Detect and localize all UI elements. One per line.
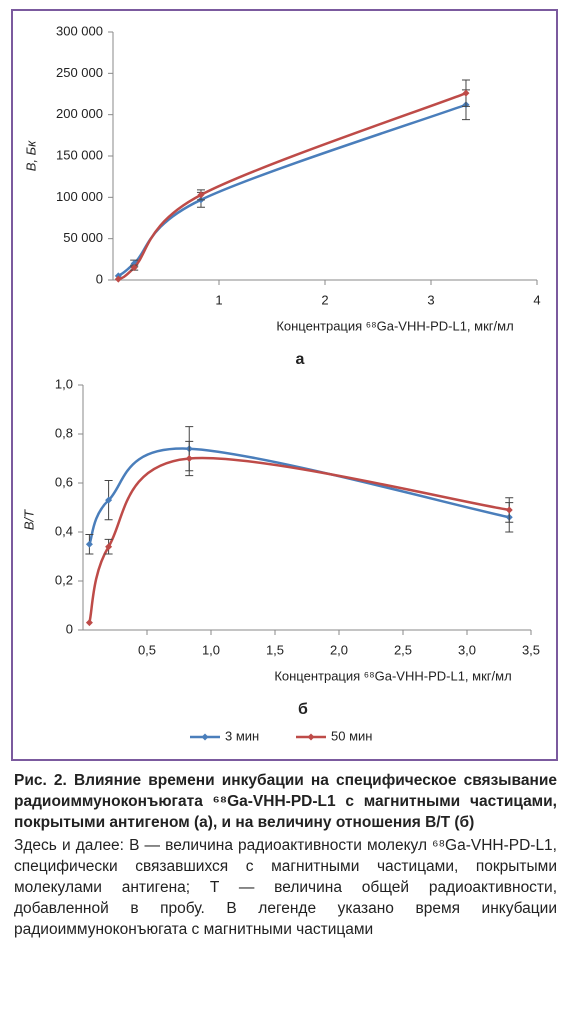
legend-marker (201, 733, 209, 741)
point (85, 540, 93, 548)
y-axis-title: B, Бк (23, 140, 38, 171)
x-tick-label: 2 (321, 292, 328, 307)
x-axis-title: Концентрация ⁶⁸Ga-VHH-PD-L1, мкг/мл (276, 318, 513, 333)
point (85, 619, 93, 627)
legend-marker (307, 733, 315, 741)
panel-label: а (296, 351, 305, 368)
series-line (88, 447, 510, 545)
panel-label: б (298, 701, 308, 718)
x-tick-label: 1 (215, 292, 222, 307)
x-tick-label: 2,0 (330, 642, 348, 657)
series-line (88, 456, 510, 623)
caption: Рис. 2. Влияние времени инкубации на спе… (14, 770, 557, 940)
y-tick-label: 250 000 (56, 65, 103, 80)
y-tick-label: 300 000 (56, 23, 103, 38)
point (505, 506, 513, 514)
figure-frame (11, 9, 558, 761)
caption-text: Здесь и далее: B — величина радиоактивно… (14, 837, 557, 938)
point (197, 191, 205, 199)
x-tick-label: 1,0 (202, 642, 220, 657)
legend-label: 3 мин (225, 728, 259, 743)
point (130, 264, 138, 272)
y-axis-title: B/T (21, 509, 36, 530)
y-tick-label: 0 (96, 271, 103, 286)
x-tick-label: 1,5 (266, 642, 284, 657)
point (114, 275, 122, 283)
point (185, 455, 193, 462)
y-tick-label: 0 (66, 621, 73, 636)
x-tick-label: 3,5 (522, 642, 540, 657)
series-line (117, 103, 467, 277)
legend-label: 50 мин (331, 728, 372, 743)
x-tick-label: 3 (427, 292, 434, 307)
caption-title: Рис. 2. Влияние времени инкубации на спе… (14, 772, 557, 831)
y-tick-label: 0,2 (55, 572, 73, 587)
x-tick-label: 0,5 (138, 642, 156, 657)
y-tick-label: 50 000 (63, 230, 103, 245)
point (105, 496, 113, 504)
y-tick-label: 0,8 (55, 425, 73, 440)
figure: 0 50 000 100 000 150 000 200 000 250 000 300 0… (11, 9, 558, 761)
x-tick-label: 2,5 (394, 642, 412, 657)
point (105, 543, 113, 551)
y-tick-label: 150 000 (56, 147, 103, 162)
y-tick-label: 200 000 (56, 106, 103, 121)
x-axis-title: Концентрация ⁶⁸Ga-VHH-PD-L1, мкг/мл (274, 668, 511, 683)
x-tick-label: 3,0 (458, 642, 476, 657)
series-line (117, 92, 467, 281)
y-tick-label: 100 000 (56, 189, 103, 204)
y-tick-label: 0,6 (55, 474, 73, 489)
y-tick-label: 0,4 (55, 523, 73, 538)
y-tick-label: 1,0 (55, 376, 73, 391)
x-tick-label: 4 (533, 292, 540, 307)
point (462, 89, 470, 97)
